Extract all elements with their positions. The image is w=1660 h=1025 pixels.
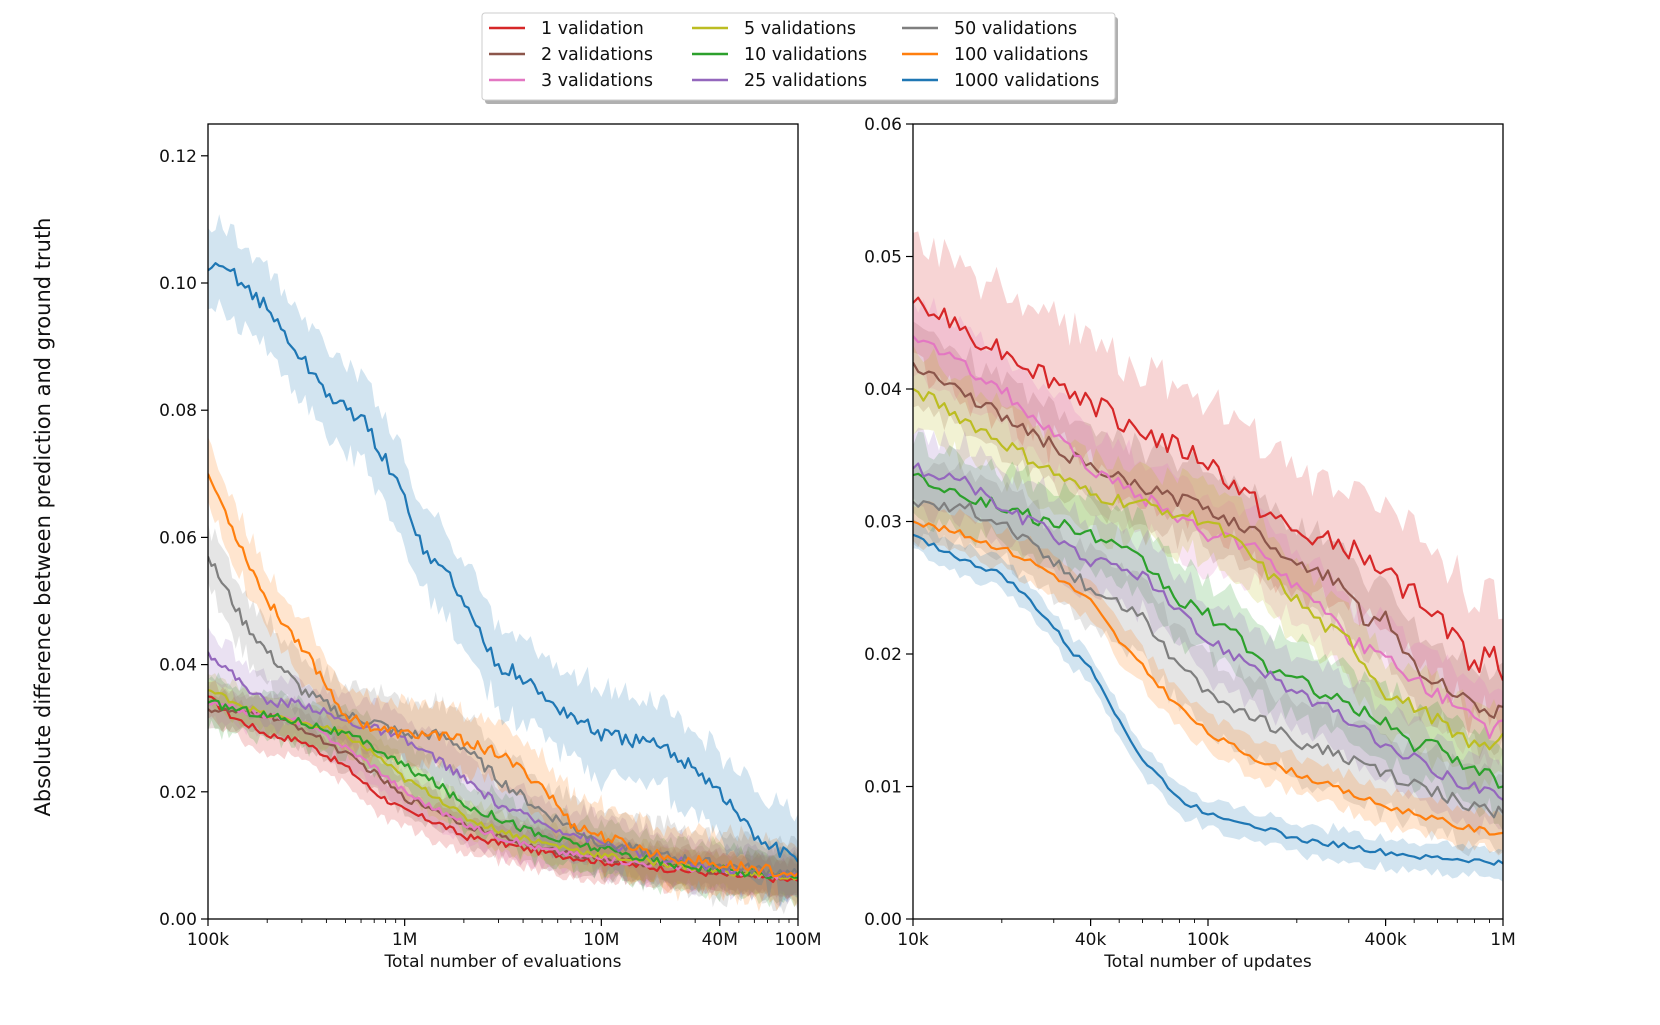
right-y-tick-label-0.05: 0.05 xyxy=(864,248,902,268)
left-series-2-validations xyxy=(208,707,798,880)
legend: 1 validation 2 validations 3 validations 5 … xyxy=(481,12,1118,104)
right-series-3-validations xyxy=(913,335,1503,740)
legend-label-2-validations: 2 validations xyxy=(541,45,653,65)
left-x-tick-label-100M: 100M xyxy=(774,930,821,950)
legend-box xyxy=(481,12,1116,101)
left-band-1000-validations xyxy=(208,214,798,909)
legend-label-3-validations: 3 validations xyxy=(541,71,653,91)
right-series-25-validations xyxy=(913,462,1503,801)
left-band-1-validation xyxy=(208,680,798,900)
legend-label-25-validations: 25 validations xyxy=(744,71,867,91)
left-panel-xlabel: Total number of evaluations xyxy=(384,952,622,972)
left-y-tick-label-0.08: 0.08 xyxy=(159,401,197,421)
left-panel-lines xyxy=(208,262,798,884)
right-panel-lines xyxy=(913,296,1503,866)
left-x-tick-label-10M: 10M xyxy=(583,930,619,950)
legend-label-10-validations: 10 validations xyxy=(744,45,867,65)
left-band-5-validations xyxy=(208,673,798,901)
right-series-2-validations xyxy=(913,361,1503,719)
right-band-25-validations xyxy=(913,427,1503,836)
right-series-1000-validations xyxy=(913,533,1503,866)
left-band-25-validations xyxy=(208,626,798,907)
left-x-tick-label-40M: 40M xyxy=(702,930,738,950)
right-band-1000-validations xyxy=(913,519,1503,882)
right-x-tick-label-10k: 10k xyxy=(897,930,929,950)
right-band-100-validations xyxy=(913,500,1503,856)
right-x-tick-label-100k: 100k xyxy=(1187,930,1229,950)
legend-label-1-validation: 1 validation xyxy=(541,19,644,39)
right-x-tick-label-400k: 400k xyxy=(1364,930,1406,950)
legend-label-1000-validations: 1000 validations xyxy=(954,71,1099,91)
right-y-tick-label-0.00: 0.00 xyxy=(864,910,902,930)
left-band-10-validations xyxy=(208,672,798,908)
right-panel-x-ticks: 10k 40k 100k 400k 1M xyxy=(897,919,1516,950)
right-panel: 10k 40k 100k 400k 1M 0.000.010.020.030.040.0… xyxy=(864,115,1516,972)
legend-label-50-validations: 50 validations xyxy=(954,19,1077,39)
right-y-tick-label-0.06: 0.06 xyxy=(864,115,902,135)
left-x-tick-label-1M: 1M xyxy=(392,930,417,950)
right-panel-y-ticks: 0.00 0.01 0.02 0.03 0.04 0.05 0.06 xyxy=(864,115,913,930)
right-series-5-validations xyxy=(913,388,1503,751)
left-y-tick-label-0.06: 0.06 xyxy=(159,528,197,548)
left-series-50-validations xyxy=(208,556,798,879)
right-x-tick-label-40k: 40k xyxy=(1075,930,1107,950)
left-panel-y-ticks: 0.00 0.02 0.04 0.06 0.08 0.10 0.12 xyxy=(159,147,208,930)
right-y-tick-label-0.03: 0.03 xyxy=(864,513,902,533)
right-series-50-validations xyxy=(913,500,1503,819)
right-band-10-validations xyxy=(913,431,1503,831)
left-series-100-validations xyxy=(208,473,798,878)
left-series-10-validations xyxy=(208,699,798,880)
left-band-100-validations xyxy=(208,436,798,912)
left-panel: 100k 1M 10M 40M 100M 0.00 0.02 0.04 0.06 0.08 0.1… xyxy=(159,123,822,972)
right-series-1-validation xyxy=(913,296,1503,681)
legend-label-5-validations: 5 validations xyxy=(744,19,856,39)
legend-label-100-validations: 100 validations xyxy=(954,45,1088,65)
right-band-5-validations xyxy=(913,344,1503,793)
right-series-100-validations xyxy=(913,520,1503,836)
right-band-1-validation xyxy=(913,231,1503,746)
right-y-tick-label-0.01: 0.01 xyxy=(864,778,902,798)
left-series-1000-validations xyxy=(208,262,798,863)
right-y-tick-label-0.04: 0.04 xyxy=(864,380,902,400)
left-panel-frame xyxy=(207,123,799,920)
left-panel-x-ticks: 100k 1M 10M 40M 100M xyxy=(187,919,822,950)
left-y-tick-label-0.10: 0.10 xyxy=(159,274,197,294)
left-y-tick-label-0.04: 0.04 xyxy=(159,656,197,676)
right-x-tick-label-1M: 1M xyxy=(1490,930,1515,950)
right-panel-xlabel: Total number of updates xyxy=(1103,952,1312,972)
right-panel-bands xyxy=(913,231,1503,882)
left-x-tick-label-100k: 100k xyxy=(187,930,229,950)
left-y-tick-label-0.00: 0.00 xyxy=(159,910,197,930)
left-y-tick-label-0.02: 0.02 xyxy=(159,783,197,803)
right-y-tick-label-0.02: 0.02 xyxy=(864,645,902,665)
figure-ylabel: Absolute difference between prediction a… xyxy=(31,218,55,817)
left-y-tick-label-0.12: 0.12 xyxy=(159,147,197,167)
legend-entries: 1 validation 2 validations 3 validations 5 … xyxy=(489,19,1099,91)
